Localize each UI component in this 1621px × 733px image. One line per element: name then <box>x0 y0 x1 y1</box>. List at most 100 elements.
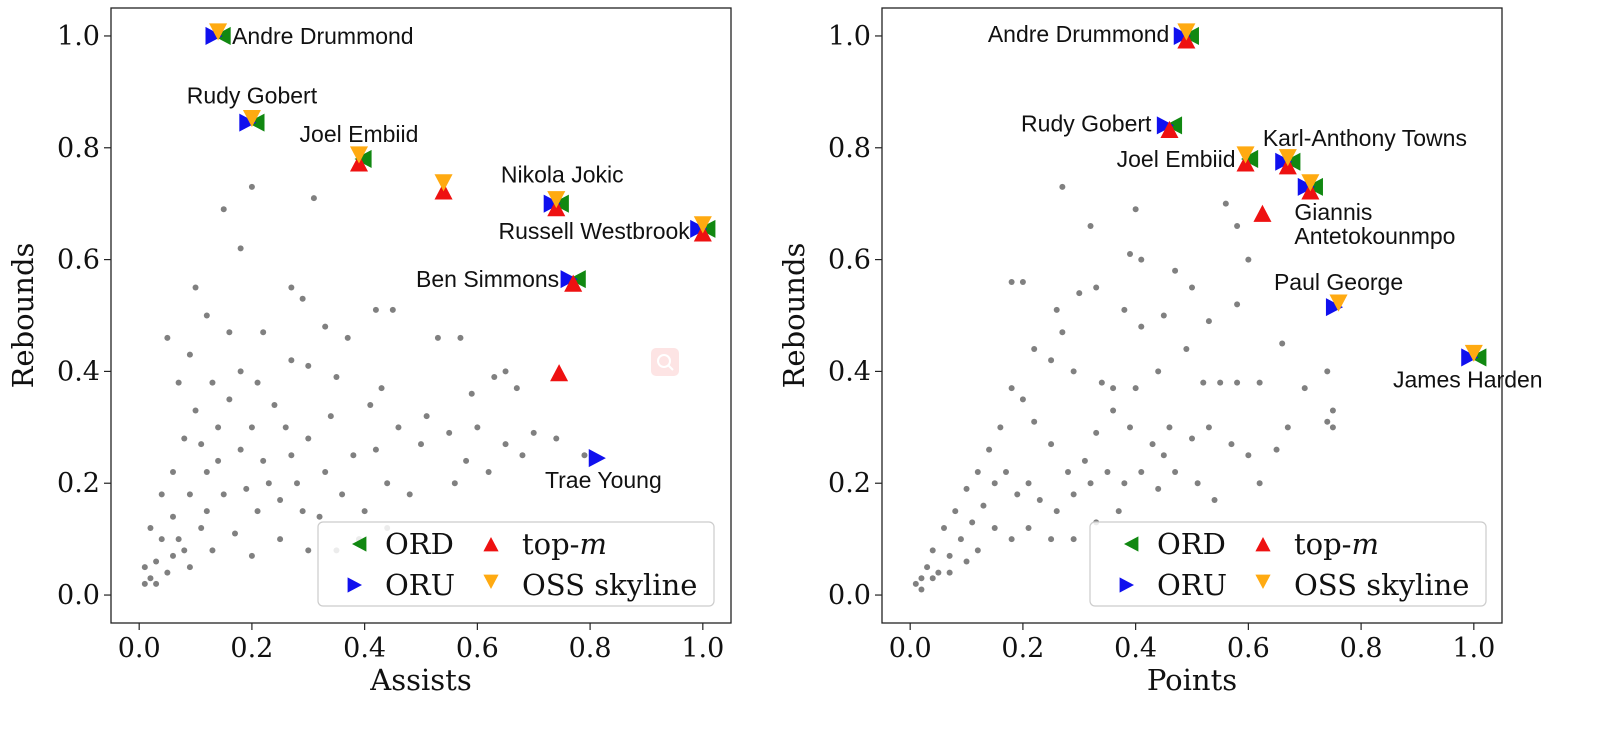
player-point <box>299 508 306 515</box>
player-point <box>1172 267 1179 274</box>
player-point <box>305 362 312 369</box>
player-point <box>1256 379 1263 386</box>
player-point <box>237 245 244 252</box>
player-point <box>1070 491 1077 498</box>
player-point <box>924 564 931 571</box>
player-point <box>1008 278 1015 285</box>
legend-box <box>1089 521 1487 607</box>
points-rebounds-chart: 0.0 0.2 0.4 0.6 0.8 1.0 0.0 0.2 0.4 0.6 0.8 1.0 Poin… <box>777 7 1543 697</box>
player-point <box>929 575 936 582</box>
player-point <box>305 435 312 442</box>
player-label: James Harden <box>1393 366 1543 392</box>
y-tick-label: 0.4 <box>828 356 871 387</box>
player-point <box>1115 508 1122 515</box>
player-point <box>1093 429 1100 436</box>
player-label: Ben Simmons <box>416 266 559 292</box>
player-point <box>164 334 171 341</box>
player-point <box>1324 418 1331 425</box>
marked-player: Trae Young <box>545 449 662 493</box>
player-point <box>170 552 176 559</box>
player-point <box>1008 385 1015 392</box>
player-point <box>1205 424 1212 431</box>
player-point <box>1127 251 1133 257</box>
player-point <box>243 485 250 492</box>
player-point <box>1166 424 1173 431</box>
player-point <box>203 312 210 319</box>
player-point <box>474 424 481 431</box>
player-point <box>158 536 165 543</box>
player-point <box>361 508 368 515</box>
player-point <box>997 424 1004 431</box>
legend-ord-label: ORD <box>385 527 454 561</box>
player-point <box>141 580 148 587</box>
player-point <box>181 435 188 442</box>
player-point <box>451 480 458 487</box>
player-point <box>1256 480 1263 487</box>
marked-player: Rudy Gobert <box>187 83 318 132</box>
oss-marker <box>547 191 566 209</box>
oss-marker <box>349 146 369 164</box>
player-point <box>327 413 334 420</box>
assists-rebounds-chart: 0.0 0.2 0.4 0.6 0.8 1.0 0.0 0.2 0.4 0.6 0.8 1.0 Assi… <box>6 7 732 697</box>
player-point <box>463 457 470 464</box>
player-point <box>1228 441 1235 448</box>
player-point <box>502 368 509 375</box>
player-point <box>215 457 222 464</box>
y-tick-label: 1.0 <box>828 21 871 52</box>
player-point <box>1081 457 1088 464</box>
player-point <box>581 452 588 459</box>
player-point <box>232 530 238 537</box>
player-point <box>175 536 182 543</box>
player-point <box>1104 469 1111 476</box>
oru-marker <box>1297 177 1315 196</box>
player-point <box>513 385 520 392</box>
x-axis-label: Assists <box>369 663 471 697</box>
player-point <box>1138 323 1145 330</box>
player-point <box>367 401 374 408</box>
player-point <box>974 547 981 554</box>
oru-marker <box>1325 298 1344 317</box>
player-point <box>929 547 936 554</box>
player-point <box>1189 435 1195 442</box>
player-point <box>265 480 272 487</box>
y-tick-label: 1.0 <box>57 21 100 52</box>
player-point <box>186 351 193 358</box>
legend-ord-icon <box>352 536 367 552</box>
y-axis-label: Rebounds <box>777 243 811 389</box>
player-label: Trae Young <box>545 467 662 493</box>
marked-player: Rudy Gobert <box>1021 110 1183 139</box>
player-point <box>1121 306 1128 313</box>
player-point <box>530 429 537 436</box>
player-point <box>220 206 227 213</box>
player-point <box>1301 385 1308 392</box>
player-point <box>1149 441 1156 448</box>
legend-topm-label: top-m <box>1294 527 1379 561</box>
player-point <box>277 536 284 543</box>
player-point <box>372 446 379 453</box>
legend-oss-label: OSS skyline <box>522 568 697 602</box>
player-point <box>1008 536 1015 543</box>
player-point <box>1025 524 1032 531</box>
player-label: Rudy Gobert <box>1021 110 1152 136</box>
legend-oru-label: ORU <box>385 568 455 602</box>
player-point <box>248 552 255 559</box>
x-tick-label: 0.6 <box>1227 633 1270 664</box>
player-point <box>322 469 329 476</box>
player-point <box>1245 452 1252 459</box>
y-tick-label: 0.0 <box>57 580 100 611</box>
player-label: Nikola Jokic <box>501 162 624 188</box>
player-point <box>209 547 216 554</box>
search-badge[interactable] <box>651 348 679 376</box>
player-point <box>1110 385 1117 392</box>
player-point <box>1183 346 1190 353</box>
player-point <box>1019 278 1026 285</box>
legend-oru-icon <box>347 577 362 593</box>
marked-player: James Harden <box>1393 344 1543 392</box>
player-point <box>946 552 953 559</box>
oru-marker <box>560 270 578 289</box>
player-point <box>1234 301 1241 308</box>
player-point <box>310 195 317 202</box>
marked-player: Paul George <box>1274 269 1403 317</box>
player-label: Andre Drummond <box>232 23 414 49</box>
